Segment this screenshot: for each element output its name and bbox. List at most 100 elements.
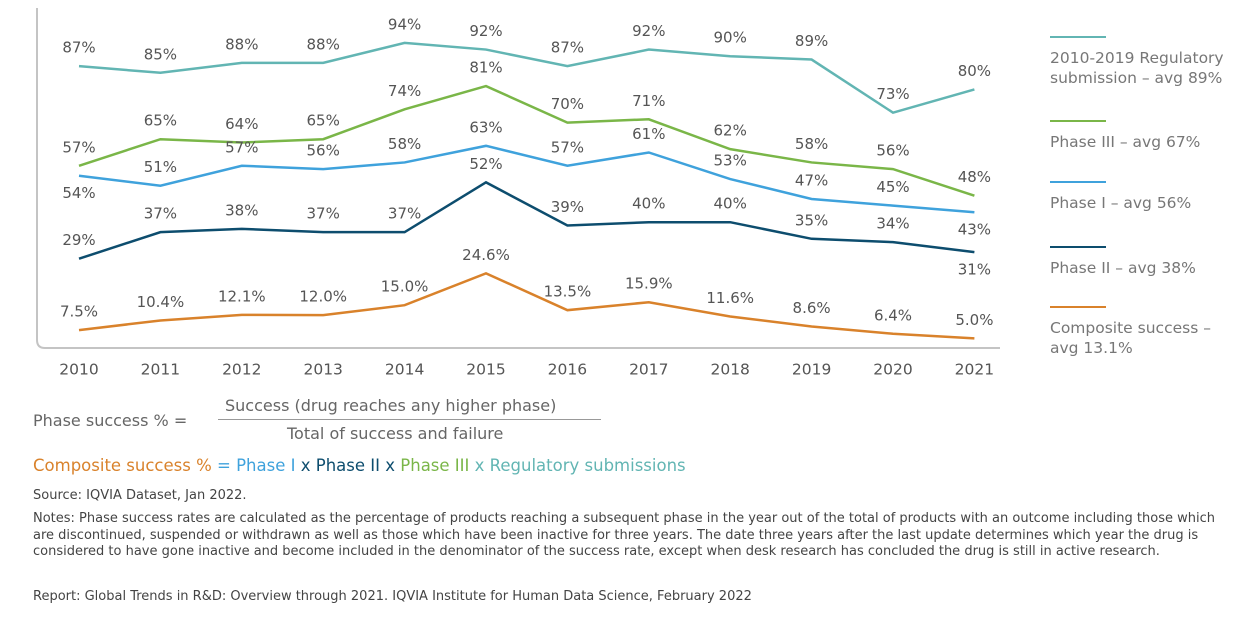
legend-label: Phase I – avg 56% [1050,194,1192,212]
data-label: 56% [876,142,909,160]
legend-swatch [1050,246,1106,248]
data-label: 8.6% [793,299,831,317]
formula-part: Phase II [315,456,381,475]
data-label: 5.0% [955,311,993,329]
data-label: 35% [795,211,828,229]
data-label: 85% [144,45,177,63]
formula-part: x [474,456,485,475]
data-label: 61% [632,125,665,143]
data-label: 56% [307,142,340,160]
data-label: 54% [62,184,95,202]
x-tick-label: 2015 [466,361,505,379]
data-label: 70% [551,95,584,113]
series-line [78,271,975,340]
legend-label: Composite success – avg 13.1% [1050,319,1211,357]
data-label: 88% [225,35,258,53]
data-label: 15.0% [381,278,429,296]
series-line [78,180,975,260]
data-label: 71% [632,92,665,110]
composite-formula: Composite success % = Phase I x Phase II… [33,456,686,475]
x-tick-label: 2019 [792,361,831,379]
data-label: 57% [62,138,95,156]
data-label: 65% [144,112,177,130]
data-label: 51% [144,158,177,176]
data-label: 52% [469,155,502,173]
x-tick-label: 2021 [955,361,994,379]
legend-label: Phase III – avg 67% [1050,133,1201,151]
chart: 2010 2011 2012 2013 2014 2015 2016 2017 2018 2019… [36,8,1000,379]
data-label: 58% [795,135,828,153]
data-label: 15.9% [625,275,673,293]
data-label: 47% [795,171,828,189]
legend-swatch [1050,36,1106,38]
data-label: 62% [714,122,747,140]
data-label: 73% [876,85,909,103]
data-label: 24.6% [462,246,510,264]
data-label: 29% [62,231,95,249]
series-line [78,144,975,214]
data-label: 11.6% [706,289,754,307]
legend-swatch [1050,120,1106,122]
data-label: 88% [307,35,340,53]
x-tick-label: 2020 [873,361,912,379]
data-label: 81% [469,59,502,77]
data-label: 92% [469,22,502,40]
data-label: 92% [632,22,665,40]
data-label: 57% [551,138,584,156]
legend-label: Phase II – avg 38% [1050,259,1196,277]
fraction-line [218,419,601,420]
legend-swatch [1050,306,1106,308]
data-label: 37% [144,205,177,223]
data-label: 40% [632,195,665,213]
series-line [78,41,975,114]
x-tick-label: 2010 [59,361,98,379]
series-line [78,84,975,197]
axis-line [36,8,1000,349]
x-tick-label: 2018 [710,361,749,379]
data-label: 37% [307,205,340,223]
legend-item: Composite success – avg 13.1% [1050,306,1240,358]
data-label: 94% [388,15,421,33]
formula-part: x [385,456,396,475]
data-label: 87% [551,39,584,57]
data-label: 40% [714,195,747,213]
data-label: 89% [795,32,828,50]
data-label: 39% [551,198,584,216]
data-label: 12.1% [218,287,266,305]
formula-part: = [217,456,231,475]
data-label: 53% [714,152,747,170]
data-label: 6.4% [874,306,912,324]
data-label: 31% [958,261,991,279]
formula-part: Composite success % [33,456,212,475]
data-label: 37% [388,205,421,223]
legend-item: Phase I – avg 56% [1050,181,1240,213]
formula-left: Phase success % = [33,411,188,430]
source: Source: IQVIA Dataset, Jan 2022. [33,488,247,503]
data-label: 7.5% [60,303,98,321]
data-label: 87% [62,39,95,57]
report: Report: Global Trends in R&D: Overview t… [33,589,752,604]
data-label: 48% [958,168,991,186]
data-label: 38% [225,201,258,219]
legend-item: Phase II – avg 38% [1050,246,1240,278]
formula-part: x [300,456,311,475]
data-label: 34% [876,215,909,233]
x-tick-label: 2014 [385,361,424,379]
data-label: 74% [388,82,421,100]
formula-denominator: Total of success and failure [287,424,504,443]
x-tick-label: 2016 [548,361,587,379]
data-label: 80% [958,62,991,80]
legend-item: Phase III – avg 67% [1050,120,1240,152]
data-label: 12.0% [299,288,347,306]
legend-item: 2010-2019 Regulatory submission – avg 89… [1050,36,1240,88]
data-label: 57% [225,138,258,156]
data-label: 13.5% [544,283,592,301]
legend-label: 2010-2019 Regulatory submission – avg 89… [1050,49,1224,87]
x-tick-label: 2017 [629,361,668,379]
formula-part: Phase I [236,456,296,475]
data-label: 90% [714,29,747,47]
x-tick-label: 2011 [141,361,180,379]
data-label: 45% [876,178,909,196]
formula-part: Regulatory submissions [489,456,686,475]
